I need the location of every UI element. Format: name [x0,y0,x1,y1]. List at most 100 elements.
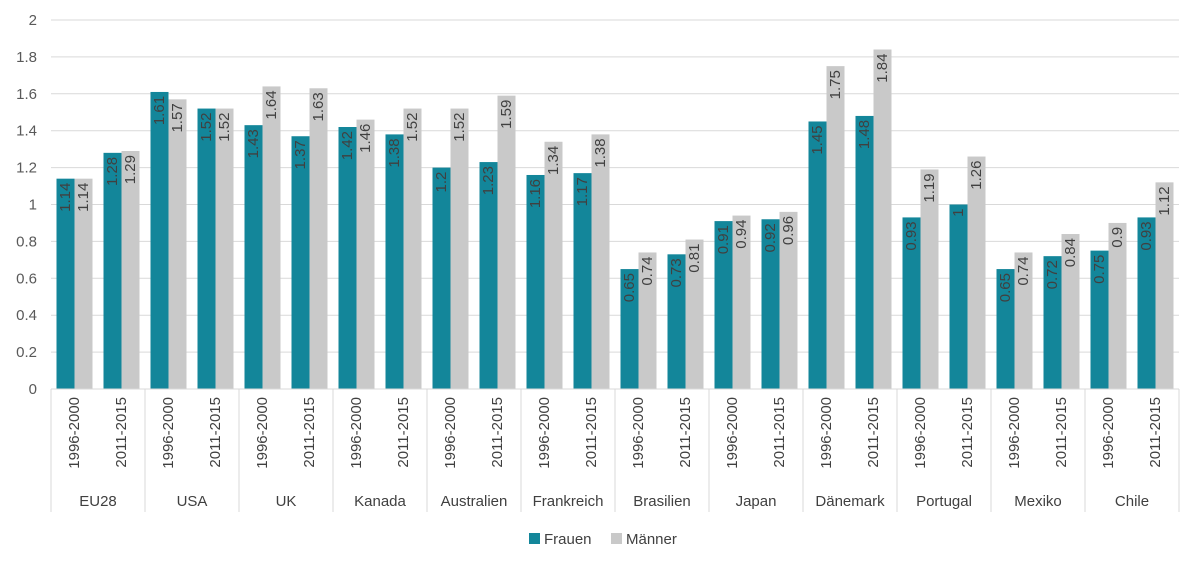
maenner-bar [168,99,187,390]
group-label: Brasilien [633,493,691,510]
data-label: 1 [950,209,967,217]
period-label: 1996-2000 [348,397,365,469]
data-label: 0.81 [686,244,703,273]
data-label: 1.26 [968,161,985,190]
maenner-bar [450,108,469,389]
period-label: 1996-2000 [254,397,271,469]
legend-label: Frauen [544,531,592,548]
maenner-bar [1061,234,1080,389]
period-label: 2011-2015 [301,397,318,468]
data-label: 0.84 [1062,238,1079,267]
data-label: 1.48 [856,120,873,149]
frauen-bar [197,108,216,389]
period-label: 1996-2000 [1006,397,1023,469]
legend-swatch [529,533,540,544]
data-label: 1.34 [545,146,562,175]
data-label: 1.43 [245,129,262,158]
data-label: 0.94 [733,220,750,249]
data-label: 1.19 [921,173,938,202]
period-label: 2011-2015 [865,397,882,468]
group-label: Portugal [916,493,972,510]
data-label: 1.38 [386,138,403,167]
y-tick-label: 0.6 [16,270,37,287]
maenner-bar [685,239,704,389]
data-label: 0.75 [1091,255,1108,284]
data-label: 0.92 [762,223,779,252]
data-label: 1.64 [263,90,280,119]
frauen-bar [714,221,733,389]
maenner-bar [1155,182,1174,389]
period-label: 2011-2015 [1053,397,1070,468]
group-label: Dänemark [815,493,885,510]
data-label: 0.9 [1109,227,1126,248]
data-label: 0.72 [1044,260,1061,289]
x-axis: 1996-2000 2011-2015 1996-2000 2011-2015 1996… [50,388,1180,512]
frauen-bar [385,134,404,389]
data-label: 1.46 [357,124,374,153]
legend-swatch [611,533,622,544]
maenner-bar [591,134,610,389]
period-label: 1996-2000 [724,397,741,469]
maenner-bar [638,252,657,389]
legend: Frauen Männer [529,531,677,548]
frauen-bar [808,121,827,389]
frauen-bar [667,254,686,389]
group-label: EU28 [79,493,117,510]
data-label: 1.75 [827,70,844,99]
frauen-bar [996,269,1015,389]
group-label: Japan [736,493,777,510]
group-label: Kanada [354,493,406,510]
data-label: 1.37 [292,140,309,169]
maenner-bar [1108,222,1127,389]
period-label: 2011-2015 [677,397,694,468]
maenner-bar [403,108,422,389]
y-tick-label: 1.8 [16,49,37,66]
maenner-bar [356,119,375,389]
data-labels: 1.14 1.28 1.61 1.52 1.43 1.37 1.42 1.38 1.2 1.23 1… [57,54,1173,303]
data-label: 0.65 [997,273,1014,302]
frauen-bar [56,178,75,389]
maenner-bar [967,156,986,389]
y-tick-label: 1.2 [16,160,37,177]
period-label: 2011-2015 [395,397,412,468]
period-label: 1996-2000 [630,397,647,469]
period-label: 2011-2015 [1147,397,1164,468]
period-label: 2011-2015 [113,397,130,468]
gridlines [51,19,1179,353]
legend-label: Männer [626,531,677,548]
data-label: 1.23 [480,166,497,195]
period-label: 1996-2000 [912,397,929,469]
data-label: 1.12 [1156,186,1173,215]
maenner-bar [1014,252,1033,389]
data-label: 1.29 [122,155,139,184]
data-label: 0.74 [639,256,656,285]
data-label: 1.52 [451,113,468,142]
y-tick-label: 0.2 [16,344,37,361]
data-label: 1.59 [498,100,515,129]
maenner-bar [262,86,281,390]
data-label: 0.74 [1015,256,1032,285]
period-label: 2011-2015 [489,397,506,468]
group-label: USA [177,493,208,510]
data-label: 0.65 [621,273,638,302]
frauen-bar [573,173,592,389]
frauen-bar [1137,217,1156,389]
data-label: 1.42 [339,131,356,160]
data-label: 1.61 [151,96,168,125]
data-label: 0.93 [1138,221,1155,250]
period-label: 1996-2000 [818,397,835,469]
y-tick-label: 2 [29,12,37,29]
y-tick-label: 0.8 [16,233,37,250]
group-label: Mexiko [1014,493,1062,510]
data-label: 1.28 [104,157,121,186]
data-label: 1.52 [216,113,233,142]
period-label: 1996-2000 [442,397,459,469]
data-label: 1.16 [527,179,544,208]
period-label: 1996-2000 [160,397,177,469]
maenner-bar [215,108,234,389]
group-label: Chile [1115,493,1149,510]
data-label: 0.73 [668,258,685,287]
group-label: UK [276,493,297,510]
data-label: 1.63 [310,92,327,121]
y-tick-label: 0.4 [16,307,37,324]
